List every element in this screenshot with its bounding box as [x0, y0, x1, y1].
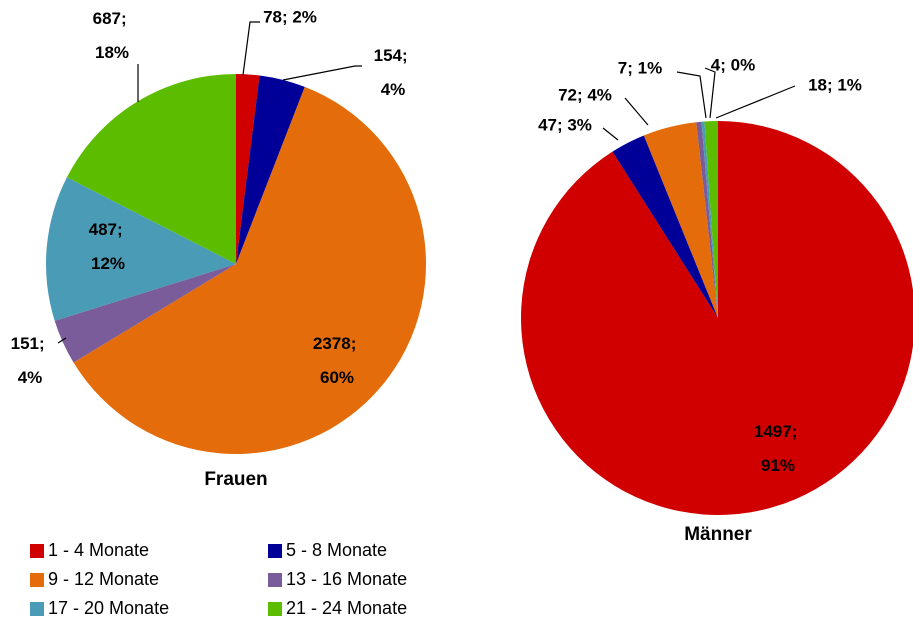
legend-label: 1 - 4 Monate — [48, 540, 149, 560]
leader-line — [282, 65, 362, 81]
legend-label: 9 - 12 Monate — [48, 569, 159, 589]
leader-line — [676, 71, 707, 119]
pie-slice — [236, 74, 260, 264]
pie-slice — [612, 135, 718, 318]
pie-slice — [46, 177, 236, 321]
pie-slice — [701, 121, 718, 318]
legend-swatch — [30, 544, 44, 558]
pie-slice — [236, 75, 305, 264]
leader-line — [57, 337, 67, 344]
data-label: 487; 12% — [89, 220, 128, 273]
data-label: 4; 0% — [711, 55, 755, 74]
data-label: 1497; 91% — [754, 422, 802, 475]
pie-slice — [66, 74, 237, 264]
legend-swatch — [268, 573, 282, 587]
pie-slice — [54, 264, 236, 363]
pie-slice — [643, 122, 718, 318]
legend-swatch — [30, 573, 44, 587]
data-label: 78; 2% — [263, 7, 317, 26]
data-label: 687; 18% — [93, 9, 132, 62]
leader-line — [242, 21, 260, 76]
leader-line — [715, 85, 796, 119]
leader-line — [624, 97, 649, 126]
data-label: 72; 4% — [558, 85, 612, 104]
legend-swatch — [268, 544, 282, 558]
legend-label: 13 - 16 Monate — [286, 569, 407, 589]
chart-title: Frauen — [204, 469, 267, 490]
pie-slice — [704, 121, 718, 318]
data-label: 18; 1% — [808, 75, 862, 94]
data-label: 47; 3% — [538, 115, 592, 134]
legend-label: 17 - 20 Monate — [48, 598, 169, 618]
chart-title: Männer — [684, 524, 752, 545]
pie-slice — [521, 121, 913, 515]
data-label: 2378; 60% — [313, 334, 361, 387]
data-label: 154; 4% — [374, 46, 413, 99]
leader-line — [704, 67, 716, 119]
data-label: 151; 4% — [11, 334, 50, 387]
legend-label: 5 - 8 Monate — [286, 540, 387, 560]
legend-swatch — [268, 602, 282, 616]
legend-label: 21 - 24 Monate — [286, 598, 407, 618]
leader-line — [602, 127, 619, 141]
legend-swatch — [30, 602, 44, 616]
pie-slice — [696, 121, 718, 318]
data-label: 7; 1% — [618, 58, 662, 77]
pie-slice — [73, 86, 426, 454]
